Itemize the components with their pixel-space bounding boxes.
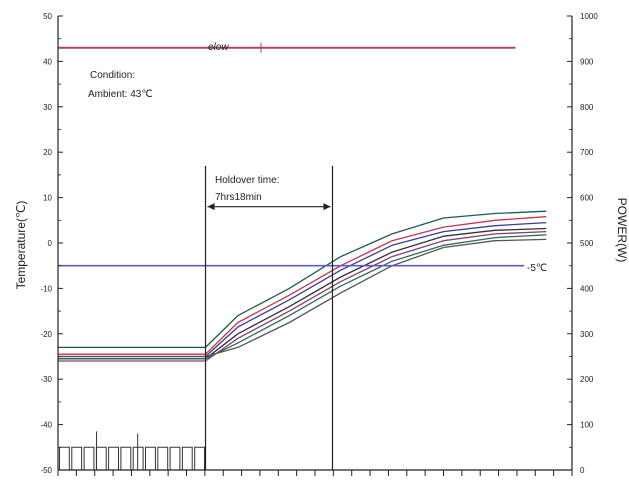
- y2-tick-label: 400: [580, 284, 594, 293]
- y-tick-label: -40: [40, 421, 52, 430]
- y-tick-label: 30: [43, 103, 52, 112]
- temperature-curve: [58, 216, 547, 355]
- y2-tick-label: 100: [580, 421, 594, 430]
- holdover-arrowhead-right: [323, 203, 331, 211]
- y2-tick-label: 1000: [580, 12, 598, 21]
- temperature-curve: [58, 238, 547, 358]
- ambient-label: Ambient: 43℃: [88, 89, 153, 100]
- y-tick-label: -10: [40, 284, 52, 293]
- y-tick-label: -50: [40, 466, 52, 475]
- y2-tick-label: 700: [580, 148, 594, 157]
- y2-tick-label: 200: [580, 375, 594, 384]
- y2-tick-label: 300: [580, 330, 594, 339]
- holdover-label: Holdover time:: [215, 175, 279, 186]
- y-tick-label: 0: [48, 239, 53, 248]
- annotations: Condition: Ambient: 43℃ Holdover time: 7…: [14, 42, 629, 289]
- y2-tick-label: 800: [580, 103, 594, 112]
- y2-tick-label: 500: [580, 239, 594, 248]
- power-cycle-trace: [58, 446, 205, 471]
- y2-tick-label: 0: [580, 466, 585, 475]
- temperature-curve: [58, 230, 547, 362]
- power-trace: [58, 431, 205, 471]
- y-tick-label: 10: [43, 194, 52, 203]
- y2-tick-label: 600: [580, 194, 594, 203]
- axes: 50403020100-10-20-30-40-5010009008007006…: [40, 12, 598, 476]
- holdover-value: 7hrs18min: [215, 192, 262, 203]
- temperature-curve: [58, 210, 547, 349]
- y-tick-label: 20: [43, 148, 52, 157]
- y-tick-label: 40: [43, 57, 52, 66]
- y-axis-title: Temperature(℃): [14, 201, 28, 290]
- y-tick-label: 50: [43, 12, 52, 21]
- y2-tick-label: 900: [580, 57, 594, 66]
- temperature-curve: [58, 227, 547, 360]
- reference-lines: [58, 42, 524, 470]
- temperature-curve: [58, 221, 547, 358]
- ambient-tag: elow: [208, 42, 229, 53]
- y2-axis-title: POWER(W): [615, 198, 629, 263]
- holdover-arrowhead-left: [207, 203, 215, 211]
- temperature-curves: [58, 210, 547, 362]
- y-tick-label: -20: [40, 330, 52, 339]
- temperature-curve: [58, 234, 547, 360]
- y-tick-label: -30: [40, 375, 52, 384]
- condition-label: Condition:: [90, 70, 135, 81]
- threshold-label: -5℃: [527, 263, 547, 274]
